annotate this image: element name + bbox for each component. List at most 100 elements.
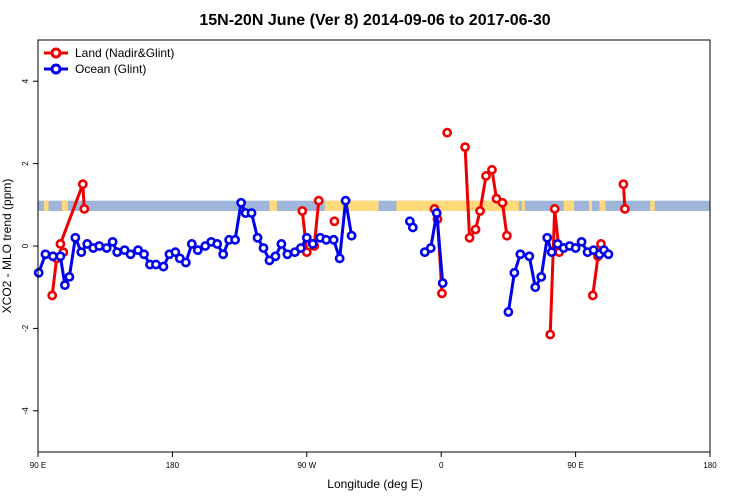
land-band-segment <box>589 200 593 211</box>
x-tick-label: 0 <box>439 461 444 470</box>
ocean-point <box>276 239 287 249</box>
y-tick-label: 4 <box>21 78 30 83</box>
ocean-point <box>252 232 263 243</box>
ocean-point <box>230 234 241 245</box>
y-tick-label: 2 <box>21 161 30 166</box>
land-point <box>437 288 447 299</box>
ocean-point <box>125 249 136 260</box>
land-band-segment <box>599 200 606 211</box>
land-band-segment <box>563 200 575 211</box>
land-point <box>587 290 598 301</box>
y-tick-label: -4 <box>21 407 30 415</box>
x-axis-label: Longitude (deg E) <box>327 477 422 491</box>
land-point <box>79 204 90 214</box>
land-point <box>464 232 475 243</box>
ocean-point <box>536 271 547 282</box>
legend-ocean-marker <box>50 63 62 75</box>
ocean-point <box>546 247 557 258</box>
land-point <box>329 216 340 227</box>
land-point <box>545 329 556 340</box>
x-tick-label: 90 W <box>297 461 316 470</box>
land-point <box>297 206 308 216</box>
land-series-line <box>463 147 509 240</box>
ocean-point <box>107 236 118 247</box>
ocean-point <box>503 307 514 317</box>
x-tick-label: 180 <box>166 461 180 470</box>
ocean-point <box>33 267 44 278</box>
ocean-point <box>542 232 553 243</box>
ocean-point <box>158 261 169 272</box>
ocean-point <box>576 236 587 247</box>
x-tick-label: 180 <box>703 461 717 470</box>
ocean-point <box>212 239 223 249</box>
ocean-point <box>64 271 75 282</box>
ocean-point <box>258 243 269 253</box>
land-point <box>502 230 512 241</box>
ocean-point <box>307 239 318 249</box>
legend: Land (Nadir&Glint) Ocean (Glint) <box>44 46 174 76</box>
ocean-point <box>76 247 87 258</box>
y-tick-label: 0 <box>21 243 30 248</box>
ocean-point <box>425 243 436 253</box>
ocean-point <box>246 208 257 218</box>
ocean-point <box>530 282 541 293</box>
x-axis: 90 E 180 90 W 0 90 E 180 <box>30 452 717 470</box>
ocean-point <box>295 243 306 253</box>
y-axis: -4 -2 0 2 4 <box>21 78 38 414</box>
ocean-point <box>431 208 442 218</box>
land-point <box>618 179 629 190</box>
land-point <box>460 142 470 153</box>
ocean-point <box>570 243 581 253</box>
land-band-segment <box>396 200 519 211</box>
ocean-point <box>301 232 312 243</box>
land-band-segment <box>521 200 525 211</box>
series-layer <box>33 127 630 340</box>
ocean-point <box>186 239 197 249</box>
land-point <box>475 206 485 216</box>
land-band-segment <box>43 200 49 211</box>
ocean-point <box>218 249 229 260</box>
land-point <box>47 290 58 301</box>
land-band-segment <box>324 200 379 211</box>
ocean-point <box>170 247 181 258</box>
x-tick-label: 90 E <box>567 461 583 470</box>
ocean-point <box>603 249 614 260</box>
land-point <box>481 171 491 181</box>
ocean-point <box>139 249 149 260</box>
ocean-point <box>346 230 357 241</box>
land-point <box>470 224 481 235</box>
ocean-point <box>515 249 526 260</box>
ocean-point <box>524 251 535 262</box>
ocean-point <box>282 249 293 260</box>
chart-title: 15N-20N June (Ver 8) 2014-09-06 to 2017-… <box>199 12 550 29</box>
x-tick-label: 90 E <box>30 461 46 470</box>
ocean-point <box>328 234 339 245</box>
land-band-segment <box>650 200 655 211</box>
land-point <box>487 164 497 175</box>
ocean-point <box>407 222 418 233</box>
ocean-point <box>180 257 191 268</box>
ocean-point <box>55 251 66 262</box>
land-point <box>549 204 560 214</box>
ocean-point <box>48 251 58 262</box>
ocean-point <box>334 253 345 264</box>
y-axis-label: XCO2 - MLO trend (ppm) <box>0 179 14 314</box>
legend-ocean-label: Ocean (Glint) <box>75 62 146 76</box>
ocean-point <box>437 278 448 288</box>
legend-land-marker <box>50 47 62 59</box>
ocean-point <box>236 197 246 208</box>
ocean-point <box>151 259 161 270</box>
ocean-point <box>59 280 70 291</box>
land-point <box>313 195 324 206</box>
land-ocean-band <box>38 200 710 211</box>
legend-land-label: Land (Nadir&Glint) <box>75 46 174 60</box>
land-point <box>442 127 453 138</box>
ocean-point <box>112 247 123 258</box>
land-point <box>497 197 508 208</box>
land-point <box>619 204 630 214</box>
land-point <box>55 239 66 249</box>
land-series-line <box>548 207 561 335</box>
ocean-point <box>192 245 203 256</box>
y-tick-label: -2 <box>21 324 30 332</box>
